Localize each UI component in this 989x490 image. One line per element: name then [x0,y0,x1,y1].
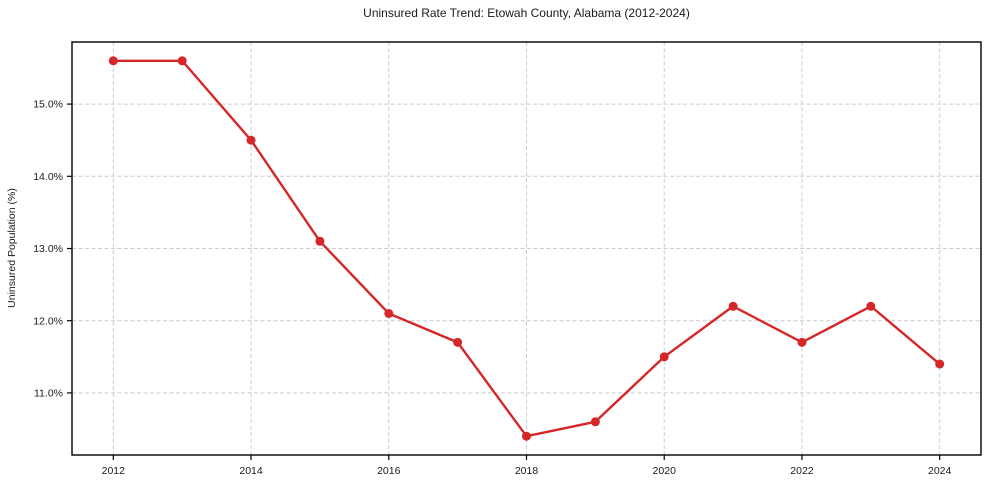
x-tick-label: 2012 [102,465,126,477]
x-tick-label: 2020 [653,465,677,477]
y-tick-label: 15.0% [33,99,63,111]
data-point-2018 [522,431,531,441]
data-point-2024 [935,359,945,369]
y-tick-label: 13.0% [33,243,63,255]
data-point-2020 [659,352,669,362]
chart-title: Uninsured Rate Trend: Etowah County, Ala… [363,6,690,20]
data-point-2022 [797,337,807,347]
data-point-2013 [177,56,187,66]
y-tick-label: 14.0% [33,171,63,183]
x-tick-label: 2014 [239,465,263,477]
data-point-2019 [590,417,600,427]
y-tick-label: 12.0% [33,315,63,327]
data-point-2017 [453,337,463,347]
data-point-2021 [728,301,738,311]
x-tick-label: 2024 [928,465,952,477]
x-tick-label: 2016 [377,465,401,477]
x-tick-label: 2022 [790,465,814,477]
data-point-2012 [108,56,118,66]
x-tick-label: 2018 [515,465,539,477]
y-tick-label: 11.0% [34,387,63,399]
data-point-2014 [246,135,256,145]
data-point-2023 [866,301,876,311]
data-point-2016 [384,308,394,318]
data-point-2015 [315,236,325,246]
